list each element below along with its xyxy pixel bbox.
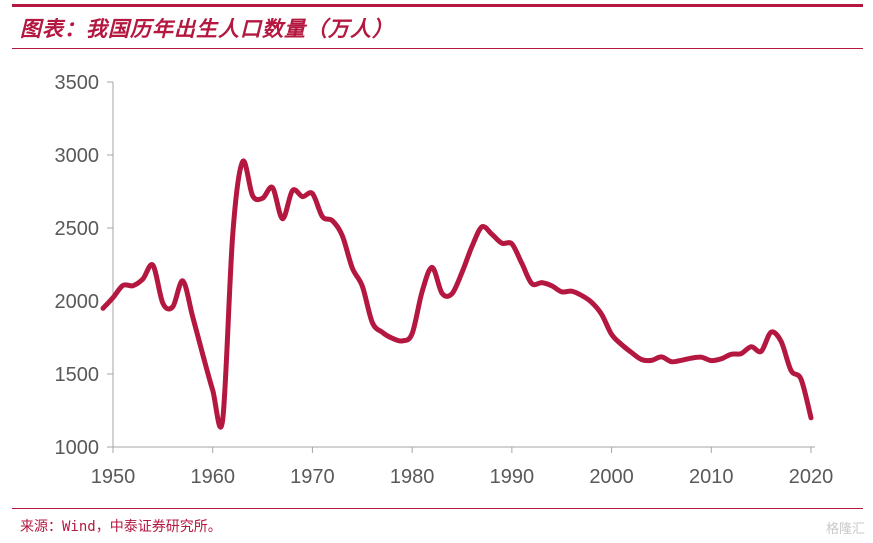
- y-tick-label: 1500: [55, 364, 100, 386]
- x-tick-label: 1980: [390, 466, 435, 488]
- x-tick-label: 2000: [589, 466, 634, 488]
- x-tick-label: 2010: [689, 466, 734, 488]
- x-tick-label: 1950: [91, 466, 136, 488]
- top-accent-line: [12, 4, 863, 7]
- series-layer: [100, 158, 814, 430]
- axes: [107, 81, 815, 453]
- series-line: [100, 158, 814, 430]
- source-note: 来源：Wind，中泰证券研究所。: [20, 519, 222, 535]
- y-tick-label: 3500: [55, 72, 100, 94]
- tick-labels: 1000 1500 2000 2500 3000 3500 1950 1960 1970 1980…: [55, 72, 834, 488]
- y-tick-label: 2500: [55, 218, 100, 240]
- x-tick-label: 1960: [190, 466, 235, 488]
- chart-title: 图表：我国历年出生人口数量（万人）: [20, 17, 394, 41]
- y-tick-label: 2000: [55, 291, 100, 313]
- title-divider: [12, 48, 863, 49]
- x-tick-label: 2020: [789, 466, 834, 488]
- x-tick-label: 1990: [490, 466, 535, 488]
- watermark: 格隆汇: [825, 522, 865, 537]
- y-tick-label: 1000: [55, 437, 100, 459]
- y-tick-label: 3000: [55, 145, 100, 167]
- footer-divider: [12, 508, 863, 509]
- x-tick-label: 1970: [290, 466, 335, 488]
